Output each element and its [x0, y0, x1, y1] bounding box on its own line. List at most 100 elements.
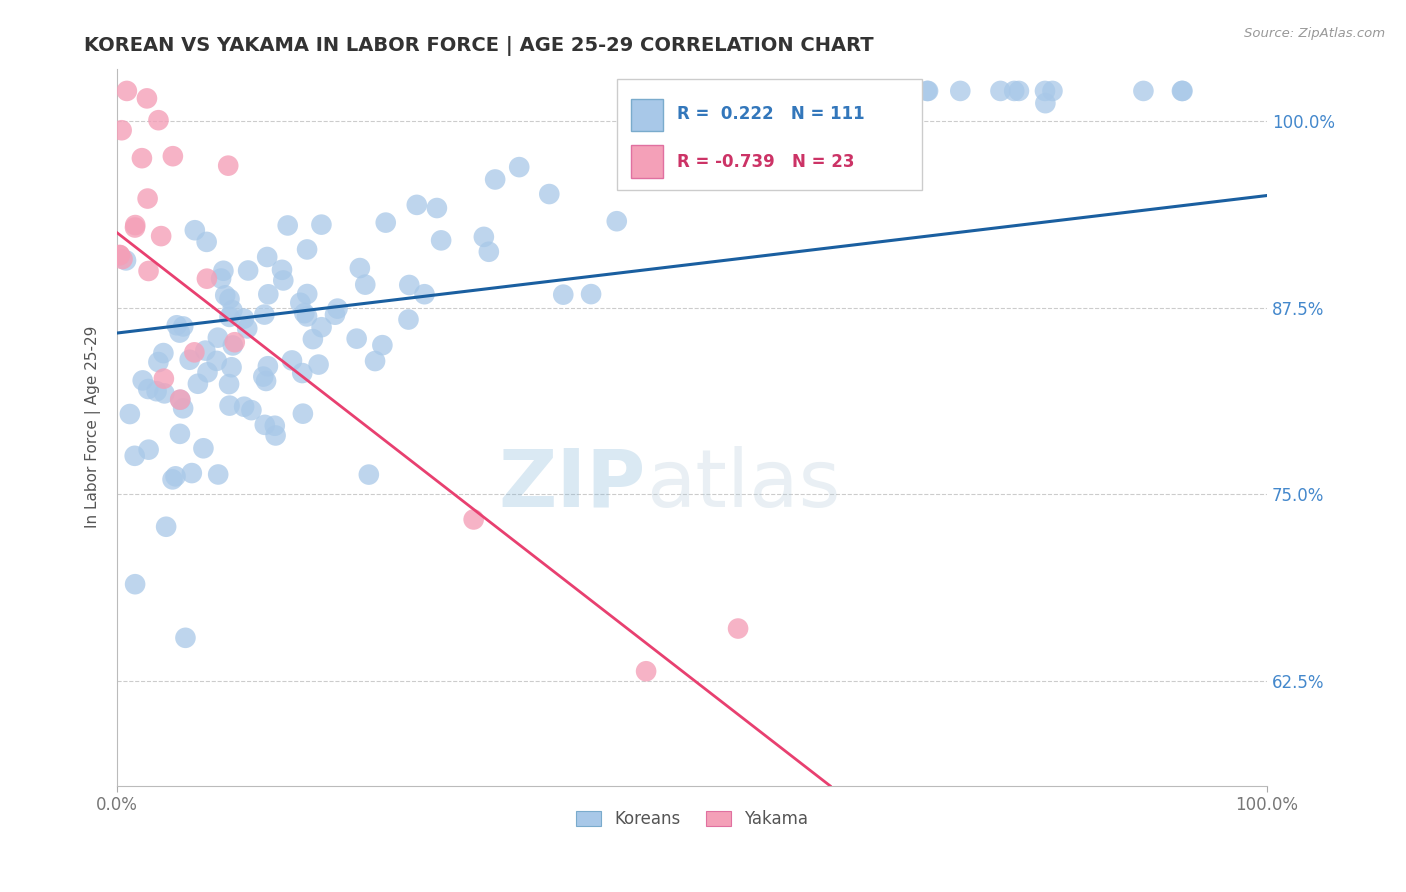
Point	[165, 469, 187, 483]
Point	[627, 84, 650, 98]
Point	[209, 271, 232, 285]
Point	[727, 622, 749, 636]
Point	[155, 520, 177, 534]
Point	[990, 84, 1012, 98]
Point	[195, 271, 218, 285]
Point	[205, 354, 228, 368]
Point	[138, 264, 160, 278]
Point	[136, 192, 159, 206]
Point	[1002, 84, 1025, 98]
Point	[302, 332, 325, 346]
Point	[311, 218, 333, 232]
Point	[197, 365, 219, 379]
Point	[207, 467, 229, 482]
Point	[236, 263, 259, 277]
Point	[218, 292, 240, 306]
Point	[1008, 84, 1031, 98]
Point	[606, 214, 628, 228]
Point	[179, 352, 201, 367]
Point	[949, 84, 972, 98]
Point	[291, 366, 314, 380]
Point	[364, 354, 387, 368]
Point	[357, 467, 380, 482]
Point	[647, 84, 669, 98]
Y-axis label: In Labor Force | Age 25-29: In Labor Force | Age 25-29	[86, 326, 101, 528]
Point	[233, 400, 256, 414]
Point	[236, 321, 259, 335]
Point	[183, 345, 205, 359]
Point	[256, 250, 278, 264]
Point	[195, 235, 218, 249]
Point	[172, 319, 194, 334]
Point	[813, 84, 835, 98]
Point	[277, 219, 299, 233]
Text: R =  0.222   N = 111: R = 0.222 N = 111	[678, 104, 865, 123]
Point	[221, 360, 243, 375]
Point	[346, 332, 368, 346]
Point	[478, 244, 501, 259]
Point	[118, 407, 141, 421]
Point	[221, 303, 243, 318]
Point	[354, 277, 377, 292]
Point	[252, 369, 274, 384]
Point	[463, 512, 485, 526]
Point	[174, 631, 197, 645]
Point	[115, 253, 138, 268]
Point	[124, 218, 146, 232]
Point	[290, 295, 312, 310]
Point	[295, 310, 318, 324]
Point	[153, 386, 176, 401]
Point	[124, 220, 146, 235]
Point	[1042, 84, 1064, 98]
Point	[915, 84, 938, 98]
FancyBboxPatch shape	[617, 79, 922, 191]
Point	[311, 320, 333, 334]
Point	[124, 449, 146, 463]
Point	[169, 392, 191, 407]
Text: R = -0.739   N = 23: R = -0.739 N = 23	[678, 153, 855, 170]
Point	[148, 355, 170, 369]
Point	[218, 377, 240, 392]
Point	[150, 229, 173, 244]
Point	[138, 442, 160, 457]
Legend: Koreans, Yakama: Koreans, Yakama	[569, 804, 814, 835]
Point	[111, 252, 134, 266]
Point	[169, 392, 191, 407]
Point	[108, 248, 131, 262]
Point	[108, 248, 131, 262]
Point	[430, 233, 453, 247]
Point	[136, 91, 159, 105]
Point	[153, 371, 176, 385]
Point	[115, 84, 138, 98]
Point	[553, 287, 575, 301]
Point	[152, 346, 174, 360]
Point	[145, 384, 167, 399]
Point	[124, 577, 146, 591]
Point	[184, 223, 207, 237]
Point	[166, 318, 188, 333]
Point	[508, 160, 530, 174]
Point	[484, 172, 506, 186]
Point	[405, 198, 427, 212]
Point	[233, 311, 256, 326]
Point	[292, 306, 315, 320]
Point	[538, 187, 561, 202]
Point	[636, 665, 658, 679]
Text: KOREAN VS YAKAMA IN LABOR FORCE | AGE 25-29 CORRELATION CHART: KOREAN VS YAKAMA IN LABOR FORCE | AGE 25…	[84, 36, 875, 55]
Point	[187, 376, 209, 391]
Point	[131, 373, 153, 387]
Point	[217, 159, 239, 173]
Point	[162, 149, 184, 163]
Point	[271, 263, 294, 277]
Point	[136, 382, 159, 396]
Text: ZIP: ZIP	[499, 445, 647, 524]
Text: atlas: atlas	[647, 445, 841, 524]
Point	[172, 401, 194, 416]
Point	[218, 399, 240, 413]
Point	[169, 326, 191, 340]
FancyBboxPatch shape	[631, 145, 664, 178]
Point	[413, 287, 436, 301]
Point	[1035, 96, 1057, 111]
Point	[297, 287, 319, 301]
Point	[295, 243, 318, 257]
